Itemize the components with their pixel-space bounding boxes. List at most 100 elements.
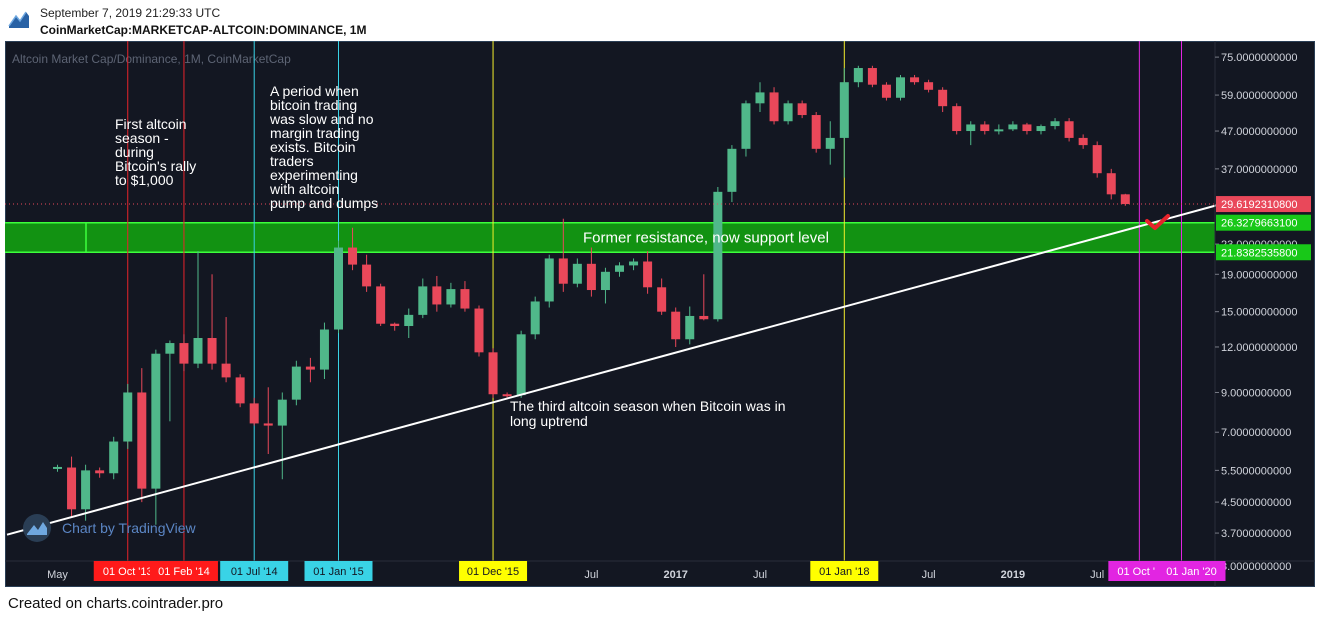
candle-body-7[interactable]: [151, 353, 161, 489]
highlight-date-box-6: [1108, 561, 1164, 581]
candle-body-11[interactable]: [207, 338, 217, 364]
candle-body-63[interactable]: [938, 89, 948, 107]
candlestick-chart[interactable]: Altcoin Market Cap/Dominance, 1M, CoinMa…: [5, 41, 1315, 587]
candle-body-51[interactable]: [769, 92, 779, 122]
candle-body-55[interactable]: [825, 137, 835, 149]
candle-body-23[interactable]: [376, 286, 386, 324]
candle-body-61[interactable]: [910, 77, 920, 83]
candle-body-45[interactable]: [685, 315, 695, 340]
candle-body-38[interactable]: [586, 263, 596, 291]
candle-body-59[interactable]: [881, 84, 891, 98]
highlight-date-label-2: 01 Jul '14: [231, 566, 278, 578]
candle-body-37[interactable]: [572, 263, 582, 284]
price-label-box-1: [1216, 214, 1311, 231]
candle-body-73[interactable]: [1078, 137, 1088, 146]
candle-body-4[interactable]: [109, 441, 119, 474]
candle-body-19[interactable]: [319, 329, 329, 370]
candle-body-35[interactable]: [544, 258, 554, 302]
candle-body-26[interactable]: [418, 286, 428, 315]
candle-body-21[interactable]: [348, 247, 358, 265]
candle-body-47[interactable]: [713, 191, 723, 320]
candle-body-6[interactable]: [137, 392, 147, 489]
candle-body-49[interactable]: [741, 103, 751, 149]
candle-body-15[interactable]: [263, 423, 273, 426]
candle-body-71[interactable]: [1050, 121, 1060, 127]
candle-body-27[interactable]: [432, 286, 442, 305]
candle-body-43[interactable]: [657, 287, 667, 312]
x-tick-label: Jul: [584, 569, 598, 581]
candle-body-56[interactable]: [839, 82, 849, 138]
candle-body-76[interactable]: [1120, 194, 1130, 205]
candle-body-64[interactable]: [952, 106, 962, 132]
annotation-2-line: exists. Bitcoin: [270, 139, 356, 155]
candle-body-72[interactable]: [1064, 121, 1074, 138]
candle-body-17[interactable]: [291, 366, 301, 400]
candle-body-69[interactable]: [1022, 124, 1032, 132]
candle-body-50[interactable]: [755, 92, 765, 104]
candle-body-20[interactable]: [334, 247, 343, 330]
highlight-date-box-0: [93, 561, 162, 581]
highlight-date-label-7: 01 Jan '20: [1166, 566, 1216, 578]
candle-body-22[interactable]: [362, 264, 372, 287]
candle-body-32[interactable]: [502, 394, 512, 397]
tradingview-logo-icon: [8, 11, 29, 28]
candle-body-14[interactable]: [249, 403, 259, 424]
candle-body-58[interactable]: [867, 68, 877, 85]
candle-body-65[interactable]: [966, 124, 976, 132]
candle-body-31[interactable]: [488, 352, 498, 395]
annotation-3-line: long uptrend: [510, 413, 588, 429]
annotation-2-line: pump and dumps: [270, 195, 378, 211]
y-tick-label: 9.0000000000: [1221, 387, 1291, 399]
candle-body-42[interactable]: [643, 261, 653, 288]
chart-title: Altcoin Market Cap/Dominance, 1M, CoinMa…: [12, 52, 291, 66]
candle-body-67[interactable]: [994, 129, 1004, 132]
candle-body-39[interactable]: [600, 271, 610, 291]
annotation-3-line: The third altcoin season when Bitcoin wa…: [510, 398, 785, 414]
candle-body-9[interactable]: [179, 343, 189, 364]
candle-body-70[interactable]: [1036, 126, 1046, 132]
candle-body-48[interactable]: [727, 148, 737, 192]
candle-body-24[interactable]: [390, 323, 400, 327]
candle-body-44[interactable]: [671, 311, 681, 340]
candle-body-52[interactable]: [783, 103, 793, 122]
candle-body-36[interactable]: [558, 258, 568, 284]
candle-body-0[interactable]: [53, 466, 62, 469]
x-tick-label: Jul: [922, 569, 936, 581]
candle-body-54[interactable]: [811, 115, 821, 149]
candle-body-28[interactable]: [446, 289, 456, 305]
y-tick-label: 37.0000000000: [1221, 164, 1297, 176]
candle-body-34[interactable]: [530, 301, 540, 335]
y-tick-label: 3.7000000000: [1221, 528, 1291, 540]
candle-body-2[interactable]: [81, 470, 91, 510]
candle-body-12[interactable]: [221, 363, 231, 378]
candle-body-74[interactable]: [1092, 145, 1102, 174]
price-label-2: 21.8382535800: [1221, 247, 1297, 259]
candle-body-33[interactable]: [516, 334, 526, 396]
candle-body-30[interactable]: [474, 308, 484, 353]
candle-body-66[interactable]: [980, 124, 990, 132]
candle-body-5[interactable]: [123, 392, 133, 442]
candle-body-10[interactable]: [193, 338, 203, 364]
candle-body-25[interactable]: [404, 314, 414, 327]
candle-body-29[interactable]: [460, 289, 470, 309]
candle-body-13[interactable]: [235, 377, 245, 404]
candle-body-18[interactable]: [305, 366, 315, 370]
y-tick-label: 75.0000000000: [1221, 52, 1297, 64]
price-label-1: 26.3279663100: [1221, 218, 1297, 230]
candle-body-68[interactable]: [1008, 124, 1018, 130]
candle-body-41[interactable]: [629, 261, 639, 266]
candle-body-16[interactable]: [277, 399, 287, 426]
x-tick-label: Jul: [1090, 569, 1104, 581]
candle-body-75[interactable]: [1106, 173, 1116, 195]
candle-body-53[interactable]: [797, 103, 807, 116]
candle-body-3[interactable]: [95, 470, 105, 474]
candle-body-8[interactable]: [165, 343, 175, 354]
candle-body-40[interactable]: [615, 265, 624, 272]
candle-body-57[interactable]: [853, 68, 863, 83]
annotation-2-line: experimenting: [270, 167, 358, 183]
highlight-date-box-1: [149, 561, 218, 581]
candle-body-46[interactable]: [699, 315, 709, 320]
candle-body-60[interactable]: [896, 77, 905, 98]
candle-body-62[interactable]: [924, 82, 934, 90]
candle-body-1[interactable]: [67, 467, 77, 510]
